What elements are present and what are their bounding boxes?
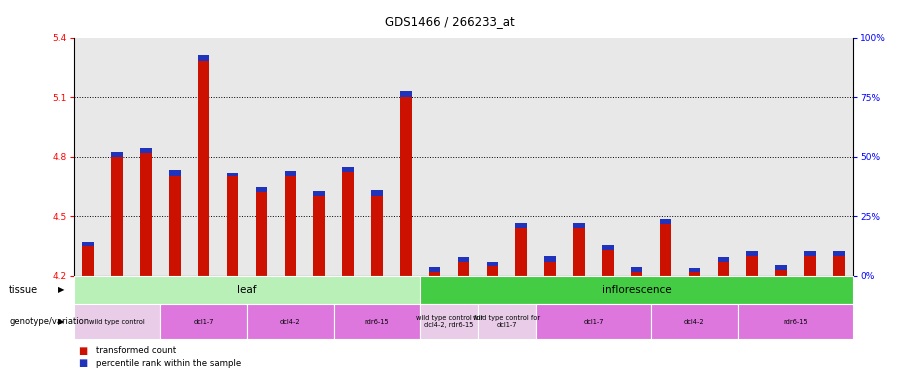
Bar [746, 251, 758, 256]
Bar [334, 304, 420, 339]
Text: inflorescence: inflorescence [602, 285, 671, 295]
Bar [631, 267, 643, 272]
Text: GDS1466 / 266233_at: GDS1466 / 266233_at [385, 15, 515, 28]
Bar [198, 62, 210, 276]
Bar [83, 246, 94, 276]
Bar [631, 272, 643, 276]
Bar [169, 171, 181, 176]
Bar [688, 272, 700, 276]
Text: rdr6-15: rdr6-15 [364, 319, 389, 324]
Text: transformed count: transformed count [96, 346, 176, 355]
Bar [775, 270, 787, 276]
Bar [400, 91, 411, 97]
Bar [420, 276, 853, 304]
Bar [74, 304, 160, 339]
Bar [775, 265, 787, 270]
Bar [160, 304, 247, 339]
Bar [400, 97, 411, 276]
Bar [140, 148, 152, 153]
Bar [284, 176, 296, 276]
Bar [313, 196, 325, 276]
Bar [458, 262, 469, 276]
Bar [371, 196, 382, 276]
Bar [717, 257, 729, 262]
Bar [429, 267, 440, 272]
Text: wild type control for
dcl1-7: wild type control for dcl1-7 [473, 315, 540, 328]
Bar [717, 262, 729, 276]
Bar [256, 192, 267, 276]
Bar [688, 268, 700, 272]
Bar [83, 242, 94, 246]
Text: dcl1-7: dcl1-7 [583, 319, 604, 324]
Bar [573, 223, 585, 228]
Bar [660, 219, 671, 224]
Text: ■: ■ [78, 358, 87, 368]
Bar [169, 176, 181, 276]
Bar [833, 251, 844, 256]
Bar [140, 153, 152, 276]
Bar [487, 266, 498, 276]
Bar [738, 304, 853, 339]
Text: genotype/variation: genotype/variation [9, 317, 89, 326]
Text: rdr6-15: rdr6-15 [783, 319, 808, 324]
Text: ■: ■ [78, 345, 87, 355]
Bar [112, 152, 123, 157]
Bar [227, 176, 239, 276]
Bar [651, 304, 738, 339]
Bar [458, 257, 469, 262]
Bar [573, 228, 585, 276]
Bar [487, 262, 498, 266]
Bar [478, 304, 536, 339]
Bar [544, 256, 556, 262]
Bar [602, 245, 614, 250]
Text: wild type control: wild type control [89, 319, 145, 324]
Bar [429, 272, 440, 276]
Bar [516, 228, 527, 276]
Bar [74, 276, 420, 304]
Bar [660, 224, 671, 276]
Bar [227, 173, 239, 176]
Bar [256, 188, 267, 192]
Bar [804, 256, 815, 276]
Bar [198, 56, 210, 61]
Bar [536, 304, 651, 339]
Text: leaf: leaf [238, 285, 256, 295]
Text: dcl1-7: dcl1-7 [194, 319, 214, 324]
Text: dcl4-2: dcl4-2 [280, 319, 301, 324]
Bar [371, 190, 382, 196]
Bar [746, 256, 758, 276]
Bar [420, 304, 478, 339]
Bar [342, 168, 354, 172]
Text: dcl4-2: dcl4-2 [684, 319, 705, 324]
Bar [313, 191, 325, 196]
Text: percentile rank within the sample: percentile rank within the sample [96, 359, 241, 368]
Bar [804, 251, 815, 256]
Text: tissue: tissue [9, 285, 38, 295]
Text: ▶: ▶ [58, 285, 64, 294]
Text: ▶: ▶ [58, 317, 64, 326]
Text: wild type control for
dcl4-2, rdr6-15: wild type control for dcl4-2, rdr6-15 [416, 315, 482, 328]
Bar [284, 171, 296, 176]
Bar [833, 256, 844, 276]
Bar [342, 172, 354, 276]
Bar [247, 304, 334, 339]
Bar [602, 250, 614, 276]
Bar [544, 262, 556, 276]
Bar [516, 223, 527, 228]
Bar [112, 157, 123, 276]
